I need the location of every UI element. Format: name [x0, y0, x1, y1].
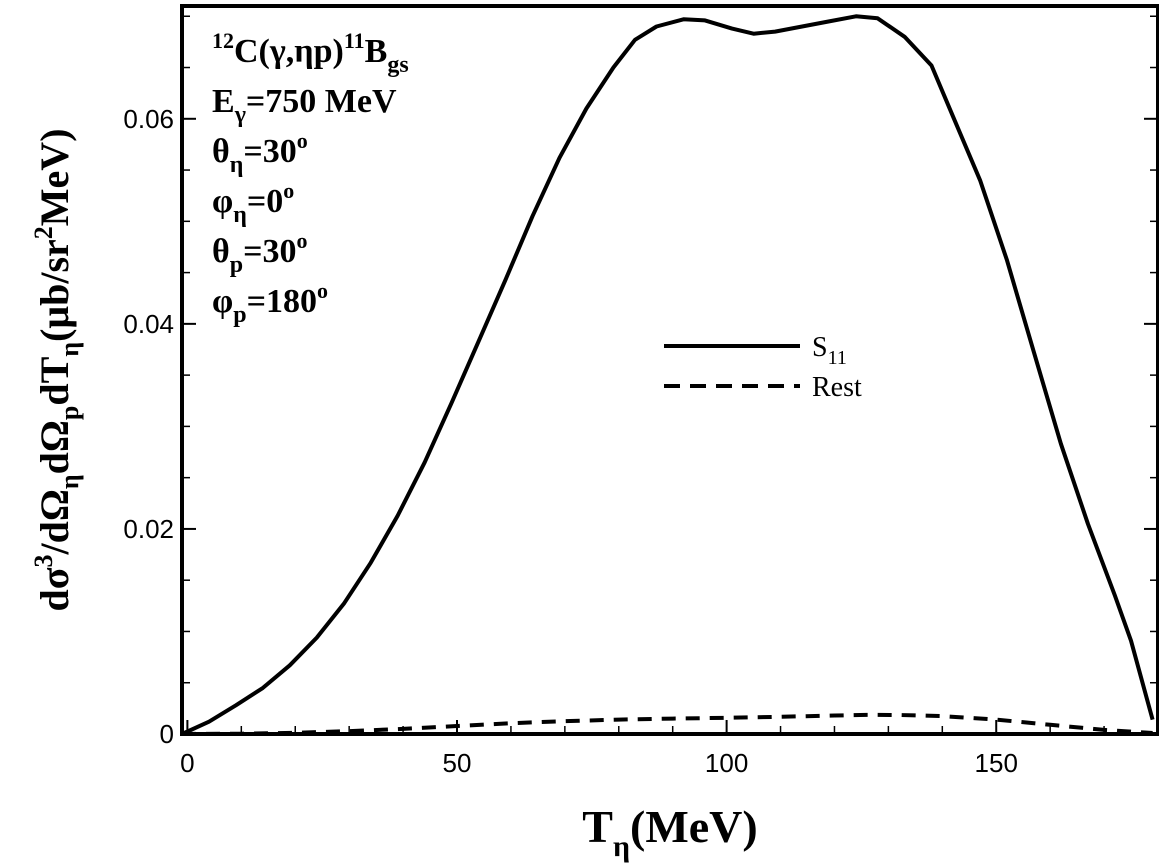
annotation-line: 12C(γ,ηp)11Bgs: [212, 28, 409, 78]
x-axis-label-rest: (MeV): [630, 801, 758, 852]
annotations: 12C(γ,ηp)11Bgs Eγ=750 MeVθη=30oφη=0oθp=30…: [212, 28, 409, 328]
x-axis-label-sub: η: [613, 830, 630, 863]
series-layer: [181, 14, 1155, 736]
y-axis-label: dσ3/dΩηdΩpdTη(μb/sr2MeV): [29, 128, 84, 611]
x-tick-label: 150: [975, 748, 1018, 778]
y-tick-label: 0: [160, 719, 174, 749]
annotation-line: θη=30o: [212, 128, 308, 178]
x-tick-label: 0: [180, 748, 194, 778]
annotation-line: φη=0o: [212, 178, 294, 228]
x-tick-label: 100: [705, 748, 748, 778]
annotation-line: θp=30o: [212, 228, 307, 278]
x-tick-label: 50: [443, 748, 472, 778]
x-axis-label-base: T: [582, 801, 613, 852]
legend-label: S11: [812, 332, 847, 369]
series-line-solid: [181, 14, 1155, 736]
plot-frame: [180, 4, 1159, 736]
series-line-dashed: [181, 712, 1153, 736]
x-axis-label: Tη(MeV): [582, 801, 757, 863]
y-tick-label: 0.04: [123, 309, 174, 339]
annotation-line: φp=180o: [212, 278, 328, 328]
legend-label: Rest: [812, 372, 862, 403]
y-tick-label: 0.02: [123, 514, 174, 544]
annotation-line: Eγ=750 MeV: [212, 83, 397, 128]
y-tick-label: 0.06: [123, 104, 174, 134]
